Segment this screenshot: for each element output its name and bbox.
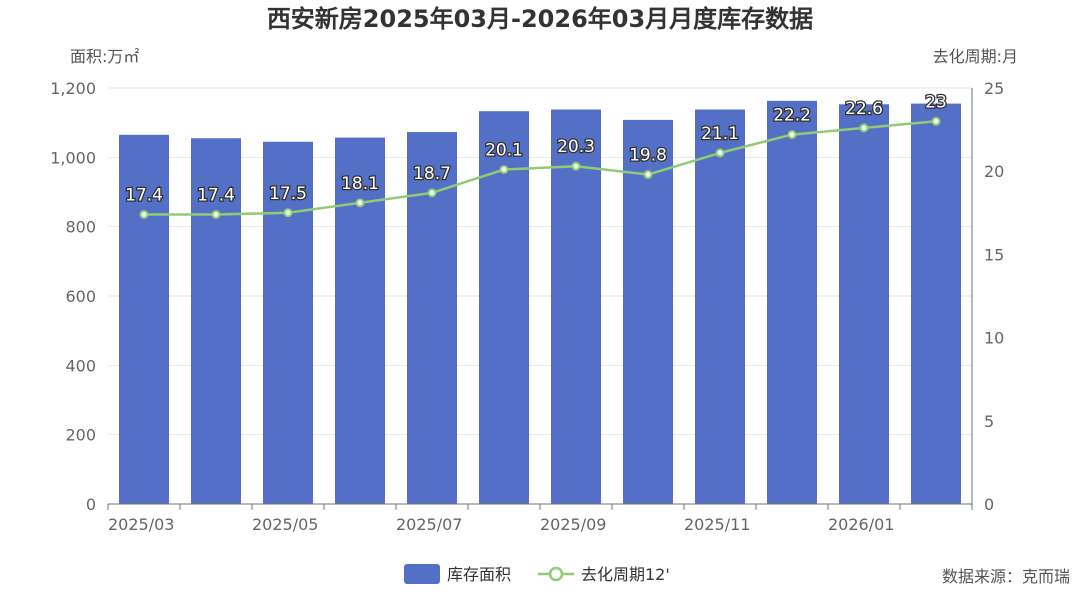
right-tick-label: 5 [984, 412, 994, 431]
left-tick-label: 400 [65, 356, 96, 375]
x-tick-label: 2025/07 [396, 515, 462, 534]
line-point [643, 170, 653, 180]
bar [119, 134, 169, 505]
bar [767, 100, 817, 505]
legend-item-bar[interactable]: 库存面积 [447, 565, 511, 584]
source-note: 数据来源：克而瑞 [942, 567, 1070, 586]
line-point [211, 209, 221, 219]
line-point [499, 165, 509, 175]
legend[interactable]: 库存面积 去化周期12' [404, 564, 670, 584]
line-path [144, 120, 937, 216]
line-data-label: 18.1 [341, 174, 379, 194]
line-point [355, 198, 365, 208]
line-data-label: 20.3 [557, 137, 595, 157]
x-tick-label: 2025/11 [684, 515, 750, 534]
line-data-label: 22.6 [845, 99, 883, 119]
left-axis-label: 面积:万㎡ [70, 47, 139, 66]
line-point [931, 116, 941, 126]
right-axis-label: 去化周期:月 [933, 47, 1018, 66]
left-tick-label: 0 [86, 495, 96, 514]
bar [911, 103, 961, 504]
line-point [283, 208, 293, 218]
x-tick-label: 2025/05 [252, 515, 318, 534]
gridlines [108, 87, 972, 436]
line-point [571, 161, 581, 171]
line-data-label: 18.7 [413, 164, 451, 184]
line-data-label: 22.2 [773, 106, 811, 126]
x-tick-label: 2025/09 [540, 515, 606, 534]
line-point [427, 188, 437, 198]
chart-title: 西安新房2025年03月-2026年03月月度库存数据 [267, 5, 813, 33]
x-tick-label: 2025/03 [108, 515, 174, 534]
bar [191, 138, 241, 504]
right-tick-label: 25 [984, 79, 1004, 98]
right-tick-label: 10 [984, 329, 1004, 348]
bar [623, 119, 673, 504]
line-series [139, 116, 941, 219]
left-tick-label: 600 [65, 287, 96, 306]
x-tick-label: 2026/01 [828, 515, 894, 534]
left-tick-label: 1,200 [50, 79, 96, 98]
left-tick-label: 800 [65, 218, 96, 237]
line-data-label: 19.8 [629, 146, 667, 166]
legend-swatch-marker[interactable] [548, 566, 564, 582]
line-data-labels: 17.4 17.4 17.5 18.1 18.7 20.1 20.3 19.8 21.1 22.2… [124, 91, 948, 207]
bar [551, 109, 601, 504]
right-axis-ticks: 0 5 10 15 20 25 [984, 79, 1004, 514]
bar [479, 111, 529, 504]
axes [107, 88, 973, 510]
bar [695, 109, 745, 504]
x-axis-ticks: 2025/03 2025/05 2025/07 2025/09 2025/11 2026/… [108, 515, 894, 534]
right-tick-label: 0 [984, 495, 994, 514]
bar-series [119, 100, 961, 505]
line-point [715, 148, 725, 158]
left-tick-label: 200 [65, 426, 96, 445]
line-point [859, 123, 869, 133]
line-data-label: 17.4 [197, 185, 235, 205]
right-tick-label: 20 [984, 162, 1004, 181]
right-tick-label: 15 [984, 245, 1004, 264]
line-data-label: 20.1 [485, 141, 523, 161]
line-data-label: 17.4 [125, 185, 163, 205]
bar [263, 141, 313, 504]
line-data-label: 21.1 [701, 124, 739, 144]
line-point [139, 209, 149, 219]
left-tick-label: 1,000 [50, 148, 96, 167]
line-data-label: 23 [925, 92, 947, 112]
left-axis-ticks: 0 200 400 600 800 1,000 1,200 [50, 79, 96, 514]
legend-swatch-bar[interactable] [404, 564, 440, 584]
legend-item-line[interactable]: 去化周期12' [581, 565, 670, 584]
bar [839, 104, 889, 504]
line-point [787, 130, 797, 140]
line-data-label: 17.5 [269, 184, 307, 204]
